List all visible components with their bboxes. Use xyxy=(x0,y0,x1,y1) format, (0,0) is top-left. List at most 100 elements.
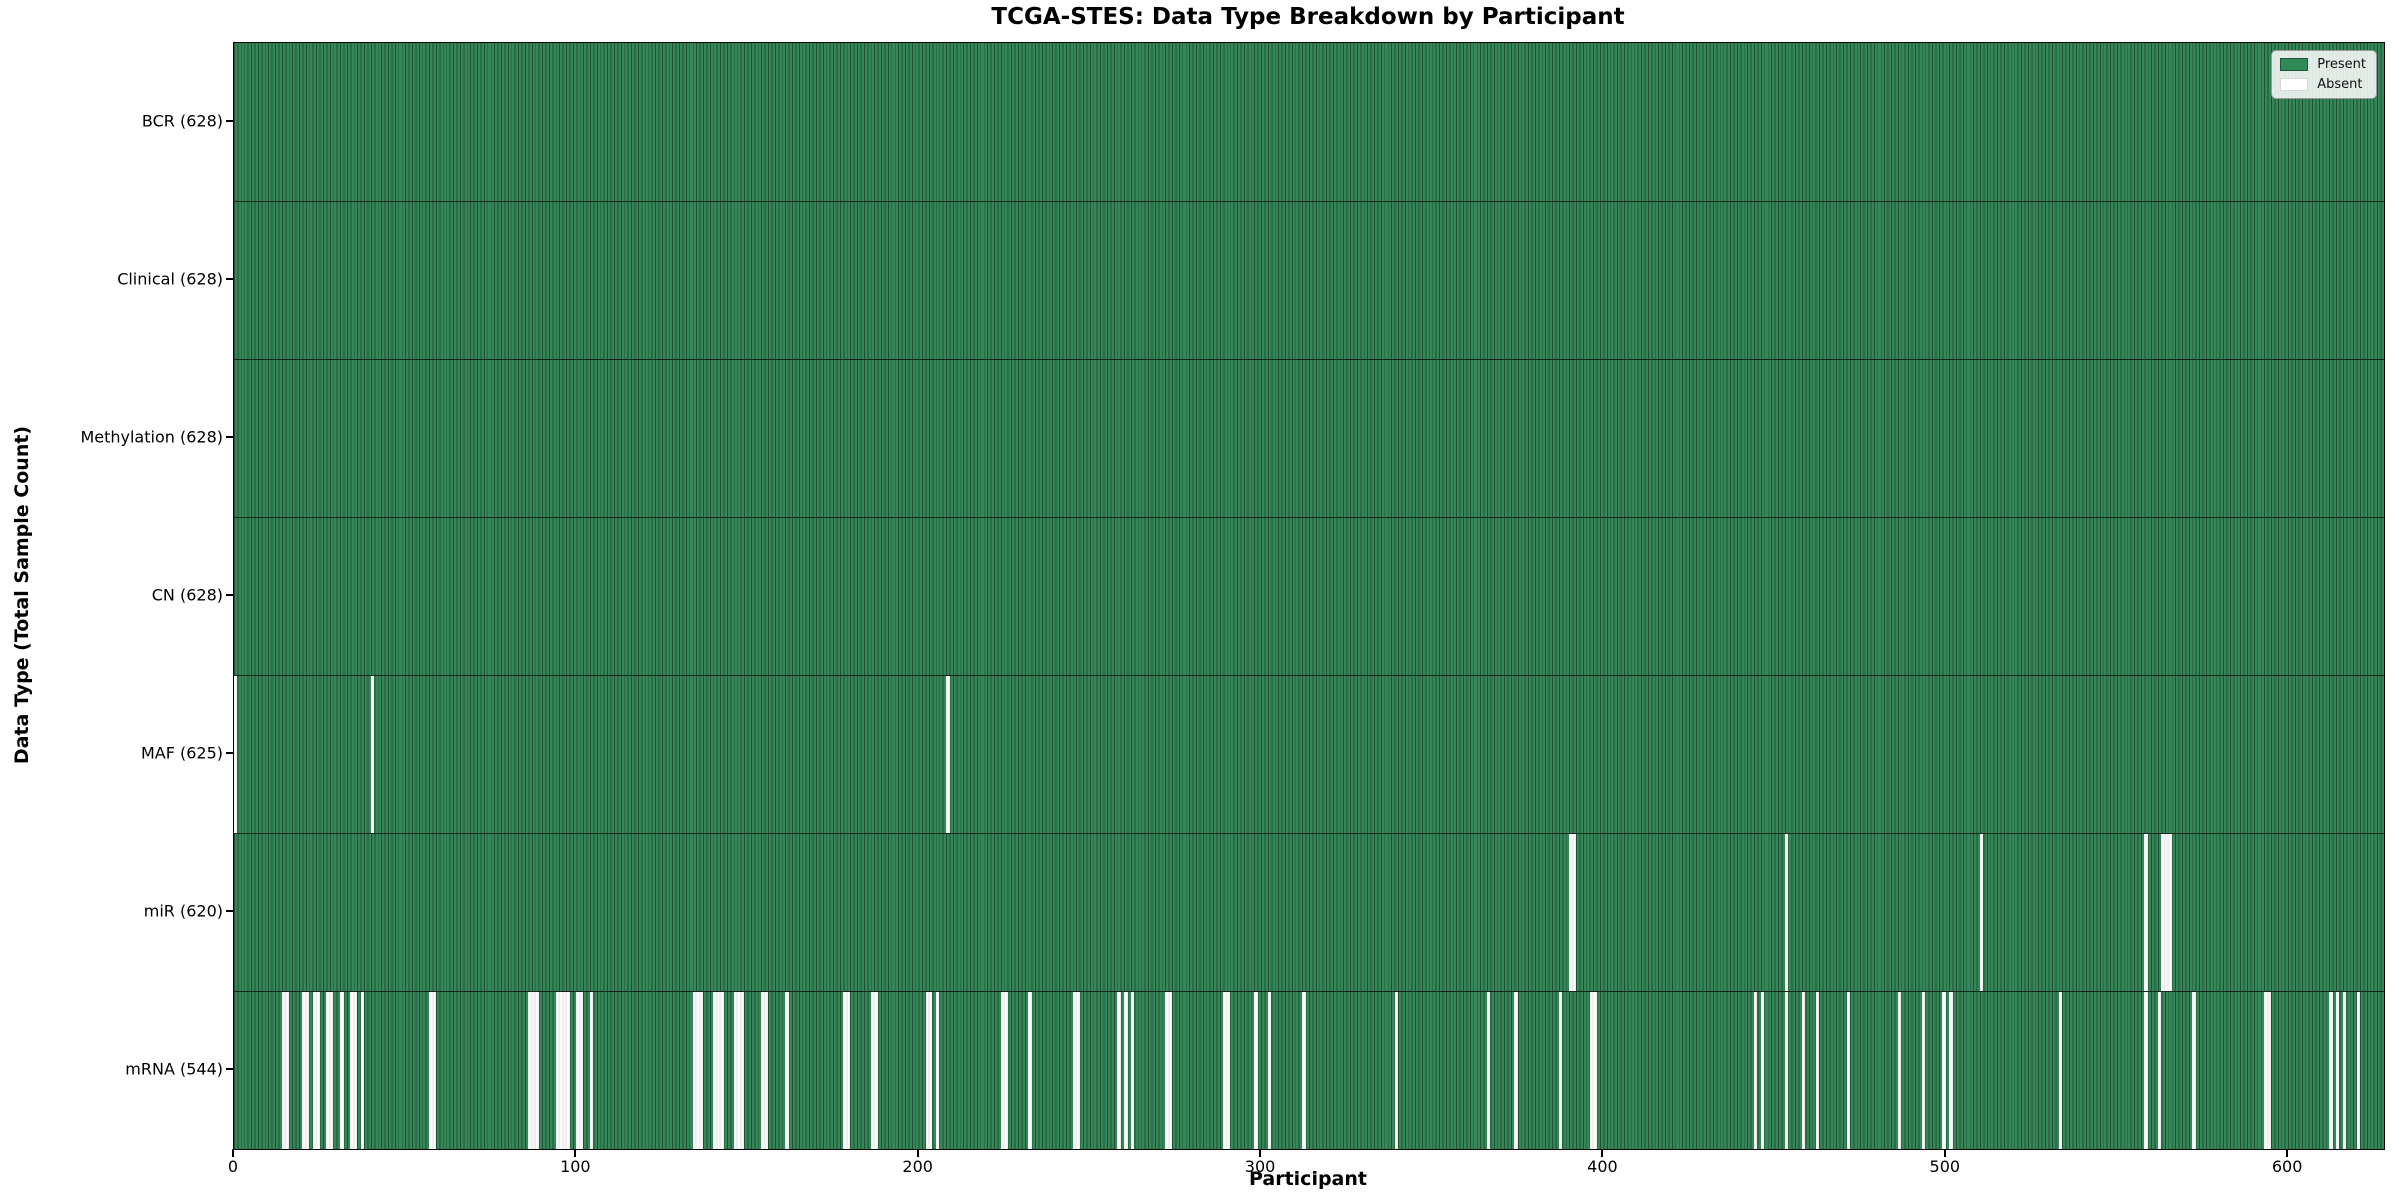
y-tick-label: Clinical (628) xyxy=(117,269,223,289)
absent-gap xyxy=(1130,992,1135,1149)
absent-gap xyxy=(928,992,933,1149)
absent-gap xyxy=(1815,992,1820,1149)
absent-gap xyxy=(2144,834,2148,991)
absent-gap xyxy=(285,992,289,1149)
absent-gap xyxy=(870,992,875,1149)
x-axis-label: Participant xyxy=(1248,1168,1367,1190)
heatmap-row-clinical xyxy=(234,201,2384,359)
absent-gap xyxy=(535,992,539,1149)
absent-gap xyxy=(429,992,433,1149)
x-tick-label: 0 xyxy=(227,1157,239,1176)
y-tick-mark xyxy=(226,120,233,122)
absent-gap xyxy=(1593,992,1597,1149)
absent-gap xyxy=(1168,992,1173,1149)
absent-gap xyxy=(2336,992,2340,1149)
y-tick-label: miR (620) xyxy=(143,901,223,921)
absent-gap xyxy=(566,992,570,1149)
absent-gap xyxy=(1072,992,1077,1149)
absent-gap xyxy=(2329,992,2333,1149)
absent-gap xyxy=(1004,992,1008,1149)
x-tick-mark xyxy=(232,1149,234,1157)
absent-gap xyxy=(350,992,354,1149)
absent-gap xyxy=(2264,992,2268,1149)
absent-gap xyxy=(764,992,769,1149)
absent-gap xyxy=(528,992,532,1149)
absent-gap xyxy=(281,992,286,1149)
legend: Present Absent xyxy=(2271,50,2377,99)
absent-gap xyxy=(1514,992,1518,1149)
x-tick-label: 600 xyxy=(2271,1157,2303,1176)
absent-gap xyxy=(846,992,851,1149)
absent-gap xyxy=(1165,992,1169,1149)
absent-gap xyxy=(370,676,375,833)
absent-gap xyxy=(1117,992,1121,1149)
x-tick-mark xyxy=(574,1149,577,1157)
absent-gap xyxy=(1000,992,1005,1149)
y-tick-mark xyxy=(226,752,233,754)
absent-gap xyxy=(1897,992,1902,1149)
legend-item-absent: Absent xyxy=(2280,77,2366,92)
heatmap-row-mir xyxy=(234,833,2384,991)
absent-gap xyxy=(432,992,436,1149)
absent-gap xyxy=(1589,992,1594,1149)
x-tick-mark xyxy=(1943,1149,1946,1157)
absent-gap xyxy=(1223,992,1227,1149)
absent-gap xyxy=(2161,834,2165,991)
y-tick-label: Methylation (628) xyxy=(80,427,223,447)
absent-gap xyxy=(1076,992,1080,1149)
absent-gap xyxy=(579,992,584,1149)
absent-gap xyxy=(590,992,594,1149)
heatmap-row-mrna xyxy=(234,991,2384,1149)
x-tick-mark xyxy=(1601,1149,1604,1157)
heatmap-row-maf xyxy=(234,675,2384,833)
y-tick-label: BCR (628) xyxy=(141,111,223,131)
x-tick-label: 200 xyxy=(902,1157,933,1176)
absent-gap xyxy=(312,992,317,1149)
legend-label-absent: Absent xyxy=(2317,77,2363,92)
absent-gap xyxy=(562,992,567,1149)
absent-gap xyxy=(737,992,741,1149)
absent-gap xyxy=(2164,834,2169,991)
absent-gap xyxy=(1394,992,1398,1149)
absent-gap xyxy=(1028,992,1032,1149)
absent-gap xyxy=(234,676,238,833)
absent-gap xyxy=(716,992,721,1149)
absent-gap xyxy=(2158,992,2162,1149)
absent-gap xyxy=(946,676,950,833)
y-tick-mark xyxy=(226,436,233,438)
absent-gap xyxy=(1784,834,1789,991)
absent-gap xyxy=(329,992,334,1149)
heatmap-row-bcr xyxy=(234,43,2384,201)
absent-gap xyxy=(2342,992,2347,1149)
y-tick-label: MAF (625) xyxy=(140,743,223,763)
x-tick-mark xyxy=(916,1149,919,1157)
present-swatch-icon xyxy=(2280,58,2309,71)
absent-gap xyxy=(576,992,580,1149)
x-tick-label: 100 xyxy=(560,1157,591,1176)
absent-gap xyxy=(1487,992,1491,1149)
absent-swatch-icon xyxy=(2280,78,2309,91)
absent-gap xyxy=(761,992,765,1149)
absent-gap xyxy=(1558,992,1563,1149)
x-tick-label: 300 xyxy=(1244,1157,1276,1176)
absent-gap xyxy=(2267,992,2272,1149)
absent-gap xyxy=(305,992,310,1149)
absent-gap xyxy=(2356,992,2361,1149)
y-tick-label: mRNA (544) xyxy=(125,1059,223,1079)
legend-label-present: Present xyxy=(2317,57,2366,72)
absent-gap xyxy=(1980,834,1984,991)
y-tick-label: CN (628) xyxy=(151,585,223,605)
heatmap-row-methylation xyxy=(234,359,2384,517)
absent-gap xyxy=(360,992,365,1149)
absent-gap xyxy=(2192,992,2196,1149)
plot-area: Present Absent xyxy=(233,42,2385,1150)
absent-gap xyxy=(353,992,358,1149)
absent-gap xyxy=(1949,992,1953,1149)
chart-title: TCGA-STES: Data Type Breakdown by Partic… xyxy=(991,4,1625,30)
absent-gap xyxy=(1267,992,1272,1149)
absent-gap xyxy=(316,992,320,1149)
absent-gap xyxy=(2168,834,2172,991)
absent-gap xyxy=(1846,992,1850,1149)
y-axis-label: Data Type (Total Sample Count) xyxy=(11,425,33,765)
y-tick-mark xyxy=(226,1068,233,1070)
